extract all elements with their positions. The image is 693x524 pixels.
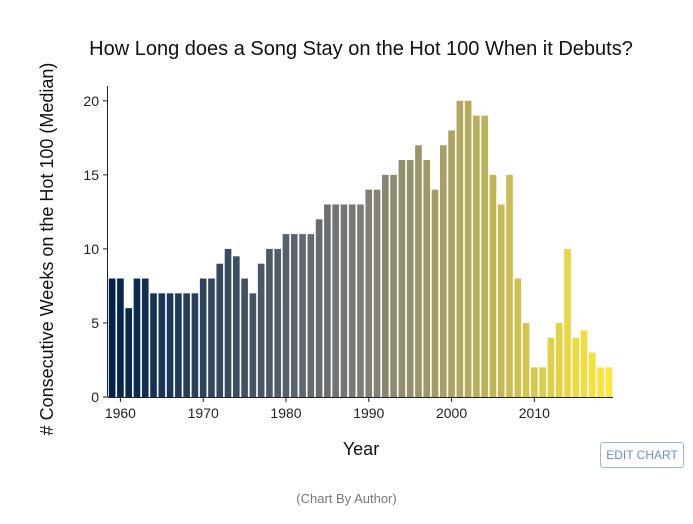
bar-2007	[506, 174, 513, 397]
bar-1968	[183, 293, 190, 397]
y-tick-label: 10	[83, 241, 99, 257]
bar-2002	[464, 100, 472, 397]
bar-2006	[497, 204, 505, 397]
y-axis-label: # Consecutive Weeks on the Hot 100 (Medi…	[37, 63, 57, 436]
bar-2012	[547, 337, 555, 397]
x-axis-ticks: 1960 1970 1980 1990 2000 2010	[105, 397, 550, 421]
bar-1990	[365, 189, 373, 397]
bar-1977	[257, 263, 265, 397]
bar-2018	[597, 367, 604, 397]
chart-title: How Long does a Song Stay on the Hot 100…	[89, 38, 633, 60]
chart-credit: (Chart By Author)	[296, 491, 397, 506]
x-tick-label: 1970	[188, 405, 219, 421]
bar-2017	[588, 352, 596, 397]
x-tick-label: 2000	[436, 405, 467, 421]
bar-2011	[539, 367, 546, 397]
bar-1975	[241, 278, 248, 397]
bar-2001	[456, 100, 464, 397]
bar-1974	[233, 256, 240, 397]
bar-1981	[290, 234, 298, 397]
bar-2019	[605, 367, 613, 397]
x-tick-label: 1990	[353, 405, 384, 421]
bar-1999	[439, 145, 447, 397]
bar-1991	[373, 189, 381, 397]
bar-2008	[514, 278, 522, 397]
bar-1967	[175, 293, 182, 397]
y-tick-label: 0	[91, 389, 99, 405]
bar-1994	[398, 160, 406, 397]
bar-2005	[489, 174, 497, 397]
bar-1992	[382, 174, 389, 397]
bar-1988	[348, 204, 356, 397]
bar-1998	[431, 189, 439, 397]
bar-1980	[282, 234, 290, 397]
bar-2015	[572, 337, 580, 397]
bar-1966	[166, 293, 174, 397]
bars-group	[108, 100, 613, 398]
bar-2004	[481, 115, 488, 398]
y-tick-label: 20	[83, 93, 99, 109]
bar-2013	[555, 322, 563, 397]
y-tick-label: 15	[83, 167, 99, 183]
x-tick-label: 1980	[270, 405, 301, 421]
bar-1986	[332, 204, 339, 397]
bar-1997	[423, 160, 431, 397]
bar-1976	[249, 293, 257, 397]
bar-1973	[224, 248, 232, 397]
bar-1969	[191, 293, 199, 397]
bar-2009	[522, 322, 530, 397]
bar-1962	[133, 278, 141, 397]
y-axis-ticks: 0 5 10 15 20	[83, 93, 108, 405]
edit-chart-button[interactable]: EDIT CHART	[600, 442, 684, 468]
bar-1959	[108, 278, 116, 397]
bar-1987	[340, 204, 348, 397]
bar-1993	[390, 174, 397, 397]
bar-1972	[216, 263, 224, 397]
bar-2003	[473, 115, 480, 398]
bar-2014	[564, 248, 571, 397]
y-tick-label: 5	[91, 315, 99, 331]
bar-1989	[357, 204, 364, 397]
bar-1984	[315, 219, 323, 397]
bar-1982	[299, 234, 306, 397]
bar-1996	[415, 145, 422, 397]
bar-1979	[274, 248, 282, 397]
bar-1960	[117, 278, 124, 397]
bar-1961	[125, 308, 133, 397]
x-tick-label: 2010	[519, 405, 550, 421]
bar-1985	[324, 204, 331, 397]
bar-1995	[406, 160, 414, 397]
bar-2010	[531, 367, 538, 397]
bar-1983	[307, 234, 315, 397]
bar-2000	[448, 130, 455, 397]
x-tick-label: 1960	[105, 405, 136, 421]
bar-1965	[158, 293, 166, 397]
bar-1963	[141, 278, 149, 397]
x-axis-label: Year	[343, 439, 379, 459]
bar-1964	[150, 293, 157, 397]
bar-2016	[580, 330, 588, 397]
bar-1970	[199, 278, 207, 397]
bar-1971	[208, 278, 215, 397]
bar-1978	[266, 248, 273, 397]
